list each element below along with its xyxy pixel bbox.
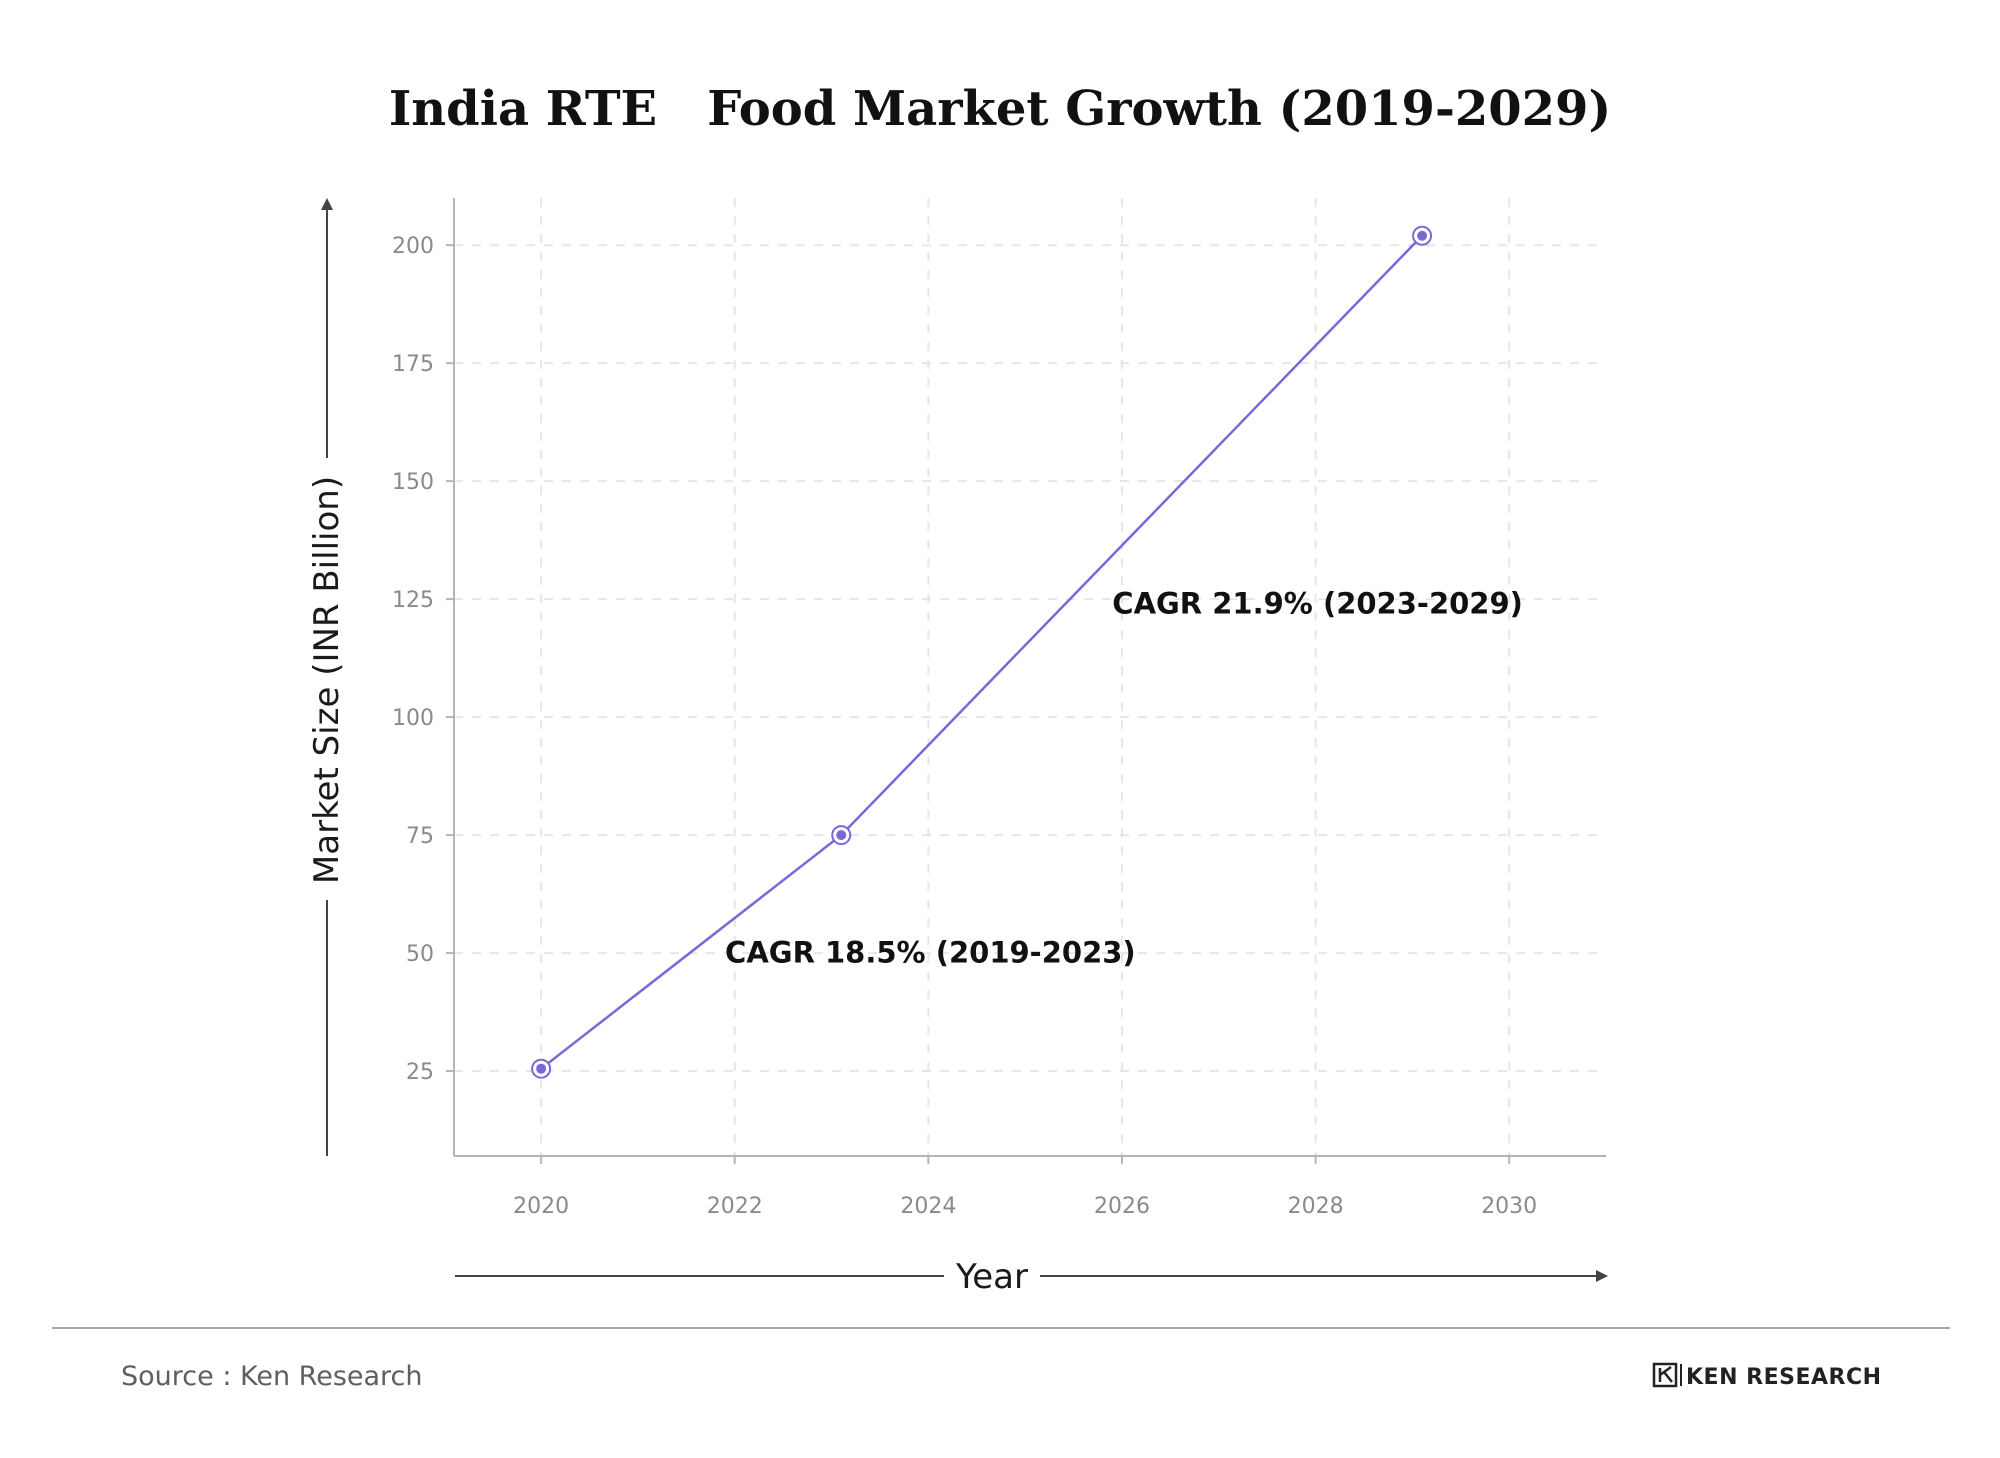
cagr-annotation: CAGR 18.5% (2019-2023) bbox=[725, 936, 1136, 970]
y-tick-label: 50 bbox=[406, 942, 434, 967]
y-tick-label: 150 bbox=[392, 470, 434, 495]
data-point bbox=[536, 1063, 547, 1074]
ken-research-logo: KEN RESEARCH bbox=[1652, 1362, 1882, 1390]
y-tick-label: 25 bbox=[406, 1060, 434, 1085]
cagr-annotation: CAGR 21.9% (2023-2029) bbox=[1112, 586, 1523, 620]
x-tick-label: 2028 bbox=[1288, 1194, 1344, 1219]
y-tick-label: 100 bbox=[392, 706, 434, 731]
y-tick-label: 200 bbox=[392, 234, 434, 259]
data-layer bbox=[531, 225, 1433, 1079]
x-axis-title: Year bbox=[955, 1257, 1028, 1297]
y-tick-label: 175 bbox=[392, 352, 434, 377]
y-axis-title: Market Size (INR Billion) bbox=[307, 476, 347, 884]
x-tick-label: 2024 bbox=[900, 1194, 956, 1219]
logo-wordmark: KEN RESEARCH bbox=[1686, 1365, 1882, 1390]
x-tick-label: 2030 bbox=[1481, 1194, 1537, 1219]
tick-layer: 2020 2022 2024 2026 2028 2030 25 50 75 100 125 150 1… bbox=[392, 234, 1537, 1219]
x-tick-label: 2020 bbox=[513, 1194, 569, 1219]
x-tick-label: 2026 bbox=[1094, 1194, 1150, 1219]
y-tick-label: 75 bbox=[406, 824, 434, 849]
ken-research-logo-icon bbox=[1652, 1362, 1682, 1388]
source-label: Source : Ken Research bbox=[121, 1361, 423, 1392]
y-tick-label: 125 bbox=[392, 588, 434, 613]
x-tick-label: 2022 bbox=[707, 1194, 763, 1219]
data-point bbox=[1417, 230, 1428, 241]
grid-layer bbox=[454, 198, 1606, 1156]
data-point bbox=[836, 830, 847, 841]
annotation-layer: CAGR 18.5% (2019-2023) CAGR 21.9% (2023-2… bbox=[725, 586, 1523, 969]
chart-title: India RTE Food Market Growth (2019-2029) bbox=[389, 81, 1611, 137]
